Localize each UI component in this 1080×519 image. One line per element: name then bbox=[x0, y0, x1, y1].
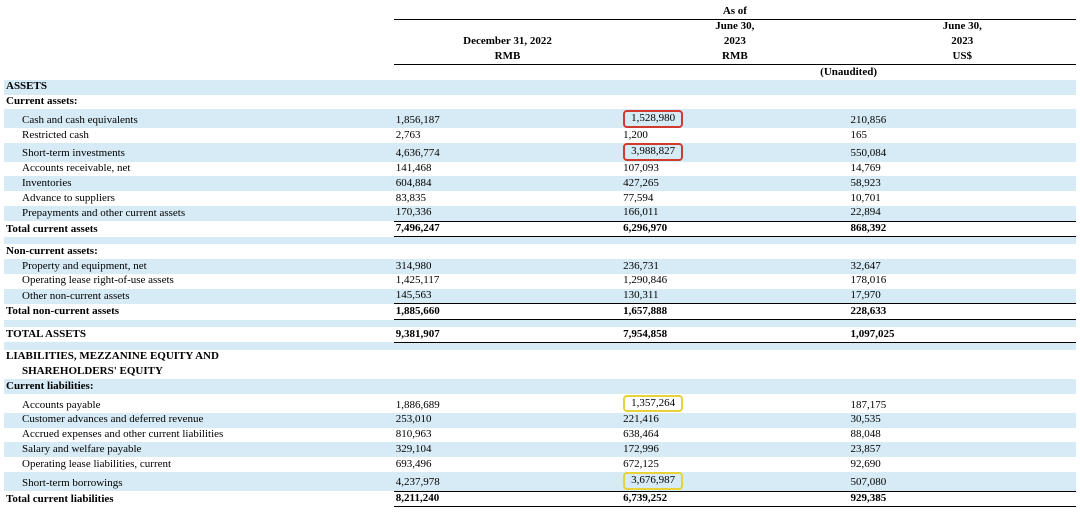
col1-h1: December 31, 2022 bbox=[394, 35, 621, 50]
row-total-assets: TOTAL ASSETS 9,381,907 7,954,858 1,097,0… bbox=[4, 327, 1076, 342]
col2-h2: 2023 bbox=[621, 35, 848, 50]
row-cash: Cash and cash equivalents 1,856,187 1,52… bbox=[4, 109, 1076, 128]
section-current-liabilities: Current liabilities: bbox=[4, 379, 394, 394]
row-ap: Accounts payable 1,886,689 1,357,264 187… bbox=[4, 394, 1076, 413]
highlight-ap: 1,357,264 bbox=[623, 395, 683, 413]
row-total-current-liabilities: Total current liabilities 8,211,240 6,73… bbox=[4, 491, 1076, 507]
section-lme: LIABILITIES, MEZZANINE EQUITY AND bbox=[4, 350, 394, 365]
row-inv: Inventories 604,884 427,265 58,923 bbox=[4, 176, 1076, 191]
col2-h3: RMB bbox=[621, 49, 848, 64]
col1-h2: RMB bbox=[394, 49, 621, 64]
header-asof: As of bbox=[394, 4, 1076, 19]
row-stb: Short-term borrowings 4,237,978 3,676,98… bbox=[4, 472, 1076, 491]
col3-h3: US$ bbox=[849, 49, 1076, 64]
row-sti: Short-term investments 4,636,774 3,988,8… bbox=[4, 143, 1076, 162]
balance-sheet-table: As of June 30, June 30, December 31, 202… bbox=[4, 4, 1076, 507]
row-oll: Operating lease liabilities, current 693… bbox=[4, 457, 1076, 472]
col3-h2: 2023 bbox=[849, 35, 1076, 50]
section-assets: ASSETS bbox=[4, 80, 394, 95]
highlight-stb: 3,676,987 bbox=[623, 472, 683, 490]
row-onca: Other non-current assets 145,563 130,311… bbox=[4, 289, 1076, 304]
row-cadv: Customer advances and deferred revenue 2… bbox=[4, 413, 1076, 428]
header-asof-row: As of bbox=[4, 4, 1076, 19]
row-prepay: Prepayments and other current assets 170… bbox=[4, 206, 1076, 221]
row-ppe: Property and equipment, net 314,980 236,… bbox=[4, 259, 1076, 274]
highlight-cash: 1,528,980 bbox=[623, 110, 683, 128]
section-lme2: SHAREHOLDERS' EQUITY bbox=[4, 365, 394, 380]
row-ar: Accounts receivable, net 141,468 107,093… bbox=[4, 162, 1076, 177]
row-rou: Operating lease right-of-use assets 1,42… bbox=[4, 274, 1076, 289]
highlight-sti: 3,988,827 bbox=[623, 143, 683, 161]
col3-h1: June 30, bbox=[849, 19, 1076, 34]
row-sal: Salary and welfare payable 329,104 172,9… bbox=[4, 442, 1076, 457]
row-adv: Advance to suppliers 83,835 77,594 10,70… bbox=[4, 191, 1076, 206]
section-current-assets: Current assets: bbox=[4, 95, 394, 110]
col2-h1: June 30, bbox=[621, 19, 848, 34]
unaudited: (Unaudited) bbox=[621, 65, 1076, 80]
row-restricted: Restricted cash 2,763 1,200 165 bbox=[4, 128, 1076, 143]
row-total-current-assets: Total current assets 7,496,247 6,296,970… bbox=[4, 221, 1076, 237]
row-total-noncurrent-assets: Total non-current assets 1,885,660 1,657… bbox=[4, 304, 1076, 320]
section-noncurrent-assets: Non-current assets: bbox=[4, 244, 394, 259]
row-accr: Accrued expenses and other current liabi… bbox=[4, 428, 1076, 443]
